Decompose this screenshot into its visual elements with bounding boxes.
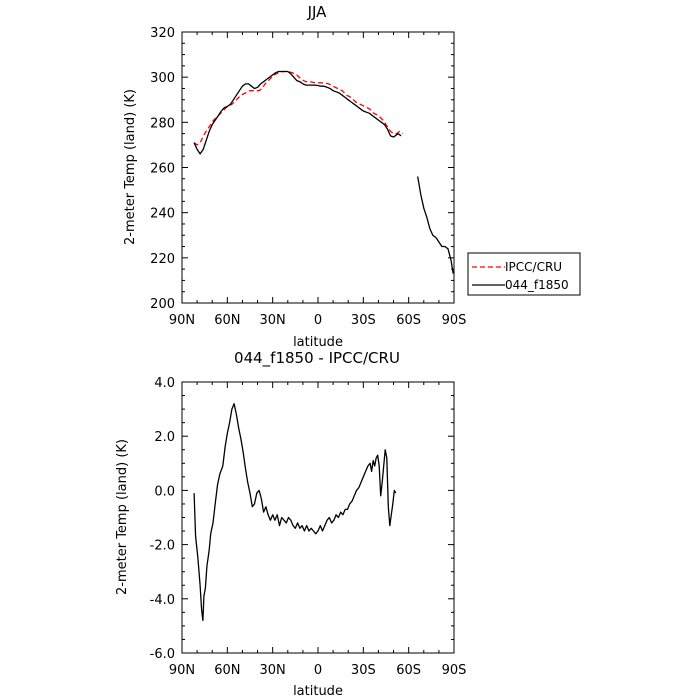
y-tick-label: -4.0 bbox=[150, 593, 175, 608]
ticks-layer: 90N 60N 30N 0 30S 60S 90S -6.0 -4.0 -2.0 0.0 2.0 4.0 bbox=[150, 376, 467, 678]
legend: IPCC/CRU 044_f1850 bbox=[467, 252, 581, 296]
chart-title: 044_f1850 - IPCC/CRU bbox=[234, 349, 400, 368]
series-line-044-f1850-segment-1 bbox=[417, 176, 454, 274]
x-tick-label: 90N bbox=[169, 663, 195, 678]
x-tick-label: 60N bbox=[214, 663, 240, 678]
x-tick-label: 30N bbox=[260, 663, 286, 678]
y-axis-label: 2-meter Temp (land) (K) bbox=[123, 89, 138, 245]
plot-frame bbox=[181, 31, 455, 304]
series-layer bbox=[193, 70, 454, 274]
x-axis-label: latitude bbox=[293, 684, 343, 699]
y-tick-label: 0.0 bbox=[154, 484, 175, 499]
chart-panel-jja: JJA 90N 60N 30N 0 30S 60S 90S 200 220 240 260 280 30… bbox=[123, 3, 581, 350]
x-axis-label: latitude bbox=[293, 335, 343, 350]
legend-label-ipcc-cru: IPCC/CRU bbox=[505, 260, 562, 274]
ticks-layer: 90N 60N 30N 0 30S 60S 90S 200 220 240 260 280 300 320 bbox=[150, 26, 466, 328]
y-axis-label: 2-meter Temp (land) (K) bbox=[115, 439, 130, 595]
y-tick-label: 4.0 bbox=[154, 376, 175, 391]
x-tick-label: 60S bbox=[396, 663, 421, 678]
x-tick-label: 90S bbox=[442, 663, 467, 678]
legend-box bbox=[467, 252, 581, 296]
y-tick-label: 280 bbox=[150, 116, 175, 131]
y-tick-label: 300 bbox=[150, 71, 175, 86]
x-tick-label: 90N bbox=[169, 313, 195, 328]
y-tick-label: 320 bbox=[150, 26, 175, 41]
y-tick-label: 240 bbox=[150, 207, 175, 222]
series-line-difference-segment-0 bbox=[193, 403, 397, 622]
legend-label-044-f1850: 044_f1850 bbox=[505, 278, 569, 292]
y-tick-label: 2.0 bbox=[154, 430, 175, 445]
x-tick-label: 0 bbox=[314, 313, 322, 328]
series-line-044-f1850-segment-0 bbox=[193, 70, 402, 155]
plot-frame bbox=[181, 381, 455, 654]
y-tick-label: -6.0 bbox=[150, 647, 175, 662]
y-tick-label: 200 bbox=[150, 297, 175, 312]
x-tick-label: 60N bbox=[214, 313, 240, 328]
y-tick-label: 260 bbox=[150, 162, 175, 177]
y-tick-label: -2.0 bbox=[150, 539, 175, 554]
x-tick-label: 30S bbox=[351, 313, 376, 328]
x-tick-label: 0 bbox=[314, 663, 322, 678]
x-tick-label: 90S bbox=[442, 313, 467, 328]
series-layer bbox=[193, 403, 397, 622]
series-line-ipcc-cru-segment-0 bbox=[193, 70, 403, 146]
x-tick-label: 30S bbox=[351, 663, 376, 678]
x-tick-label: 60S bbox=[396, 313, 421, 328]
chart-panel-difference: 044_f1850 - IPCC/CRU 90N 60N 30N 0 30S 60S 90S… bbox=[115, 349, 466, 699]
y-tick-label: 220 bbox=[150, 252, 175, 267]
x-tick-label: 30N bbox=[260, 313, 286, 328]
chart-title: JJA bbox=[307, 3, 328, 21]
